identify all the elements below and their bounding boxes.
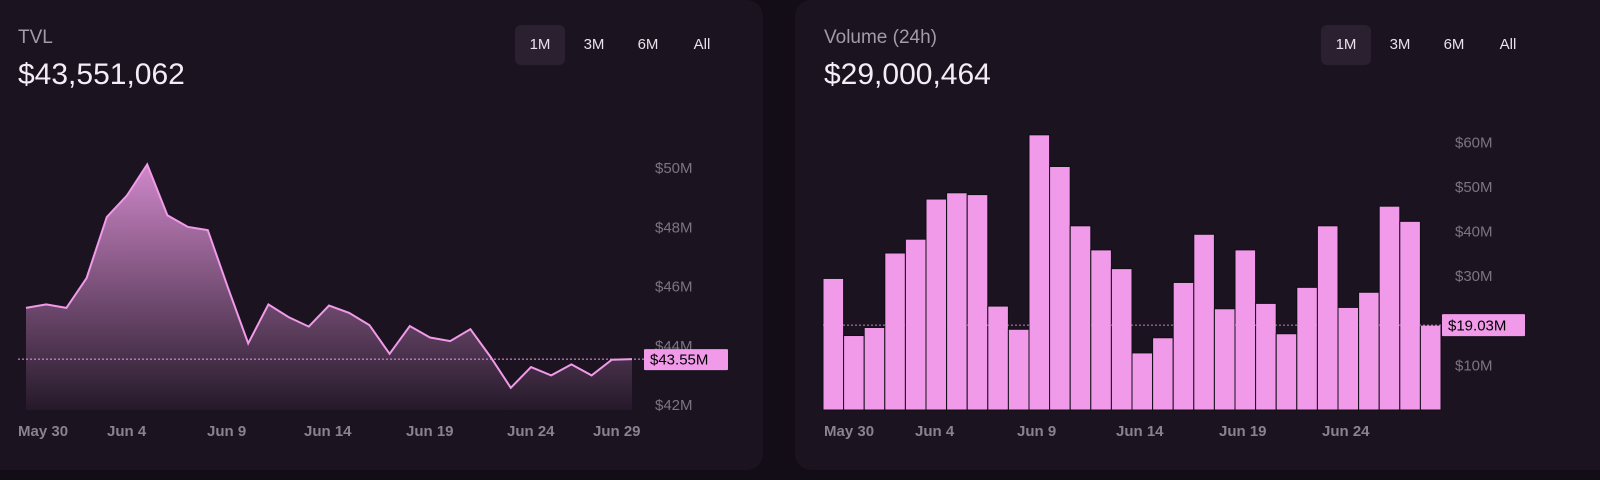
current-value-tag bbox=[1442, 314, 1525, 337]
tvl-value: $43,551,062 bbox=[18, 58, 185, 91]
y-tick-label: $30M bbox=[1455, 268, 1493, 285]
x-tick-label: Jun 4 bbox=[107, 423, 147, 440]
tvl-label: TVL bbox=[18, 27, 53, 48]
volume-bar bbox=[1069, 225, 1092, 411]
y-tick-label: $46M bbox=[655, 279, 693, 296]
volume-bar bbox=[966, 194, 989, 411]
current-value-label: $19.03M bbox=[1448, 318, 1506, 335]
volume-bar bbox=[1316, 225, 1339, 411]
volume-bar bbox=[1213, 308, 1236, 411]
x-tick-label: Jun 4 bbox=[915, 423, 955, 440]
volume-bar bbox=[1090, 249, 1112, 411]
tvl-range-6m[interactable]: 6M bbox=[637, 36, 659, 53]
volume-bar bbox=[1275, 333, 1298, 411]
volume-bar bbox=[1358, 291, 1380, 411]
current-value-label: $43.55M bbox=[650, 352, 708, 369]
volume-bar bbox=[1131, 352, 1154, 411]
y-tick-label: $42M bbox=[655, 397, 693, 414]
volume-bar bbox=[1028, 134, 1051, 411]
volume-bar bbox=[863, 326, 886, 411]
volume-bar bbox=[987, 305, 1009, 411]
tvl-range-3m[interactable]: 3M bbox=[583, 36, 605, 53]
x-tick-label: May 30 bbox=[18, 423, 68, 440]
volume-range-selector: 1M 3M 6M All bbox=[1321, 25, 1533, 65]
volume-bar bbox=[1296, 286, 1318, 411]
volume-bar bbox=[843, 335, 865, 411]
volume-bar bbox=[1419, 324, 1442, 411]
tvl-panel: TVL $43,551,062 1M 3M 6M All $42M $44M $46… bbox=[0, 0, 763, 470]
volume-bar bbox=[884, 252, 906, 411]
volume-range-3m[interactable]: 3M bbox=[1389, 36, 1411, 53]
volume-bar bbox=[1337, 306, 1360, 411]
y-tick-label: $50M bbox=[1455, 179, 1493, 196]
tvl-range-all[interactable]: All bbox=[693, 36, 711, 53]
volume-bar bbox=[1172, 281, 1195, 411]
y-tick-label: $48M bbox=[655, 219, 693, 236]
volume-bar bbox=[904, 238, 927, 411]
volume-range-1m[interactable]: 1M bbox=[1321, 25, 1371, 65]
volume-bar bbox=[925, 198, 948, 411]
current-value-tag bbox=[644, 349, 728, 371]
x-tick-label: Jun 24 bbox=[507, 423, 555, 440]
volume-bar bbox=[1378, 205, 1401, 411]
volume-bar bbox=[1193, 233, 1215, 411]
x-tick-label: May 30 bbox=[824, 423, 874, 440]
y-tick-label: $60M bbox=[1455, 134, 1493, 151]
y-tick-label: $50M bbox=[655, 160, 693, 177]
x-tick-label: Jun 24 bbox=[1322, 423, 1370, 440]
volume-range-6m[interactable]: 6M bbox=[1443, 36, 1465, 53]
volume-range-all[interactable]: All bbox=[1499, 36, 1517, 53]
y-tick-label: $10M bbox=[1455, 357, 1493, 374]
volume-bar bbox=[1049, 165, 1071, 411]
x-tick-label: Jun 29 bbox=[593, 423, 641, 440]
volume-bar bbox=[946, 192, 968, 411]
y-tick-label: $40M bbox=[1455, 224, 1493, 241]
volume-bar bbox=[1007, 328, 1030, 411]
volume-bar bbox=[1255, 302, 1277, 411]
volume-value: $29,000,464 bbox=[824, 58, 991, 91]
x-tick-label: Jun 14 bbox=[304, 423, 352, 440]
volume-bar bbox=[1152, 337, 1174, 411]
tvl-range-selector: 1M 3M 6M All bbox=[515, 25, 727, 65]
volume-bar bbox=[1110, 268, 1133, 411]
x-tick-label: Jun 9 bbox=[207, 423, 246, 440]
volume-bar bbox=[1399, 220, 1421, 411]
x-tick-label: Jun 19 bbox=[406, 423, 454, 440]
tvl-area bbox=[26, 164, 632, 410]
volume-bar bbox=[822, 277, 845, 411]
volume-panel: Volume (24h) $29,000,464 1M 3M 6M All $1… bbox=[795, 0, 1600, 470]
tvl-range-1m[interactable]: 1M bbox=[515, 25, 565, 65]
x-tick-label: Jun 19 bbox=[1219, 423, 1267, 440]
volume-label: Volume (24h) bbox=[824, 27, 938, 48]
x-tick-label: Jun 14 bbox=[1116, 423, 1164, 440]
volume-bar bbox=[1234, 249, 1257, 411]
volume-chart[interactable]: $10M $30M $40M $50M $60M $19.03M May 30 Jun 4 Ju… bbox=[795, 0, 1600, 470]
x-tick-label: Jun 9 bbox=[1017, 423, 1056, 440]
